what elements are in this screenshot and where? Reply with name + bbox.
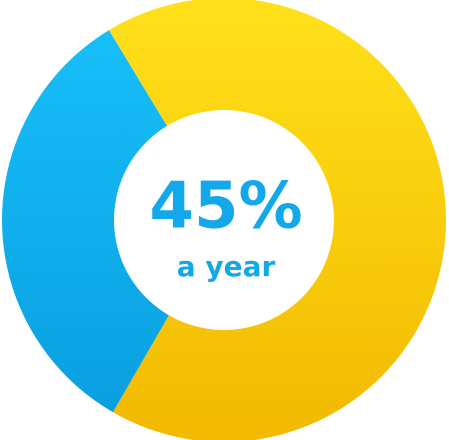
donut-hole (114, 110, 334, 330)
center-label: 45% (149, 170, 302, 244)
center-sublabel: a year (177, 250, 276, 283)
donut-segment (1, 30, 225, 413)
